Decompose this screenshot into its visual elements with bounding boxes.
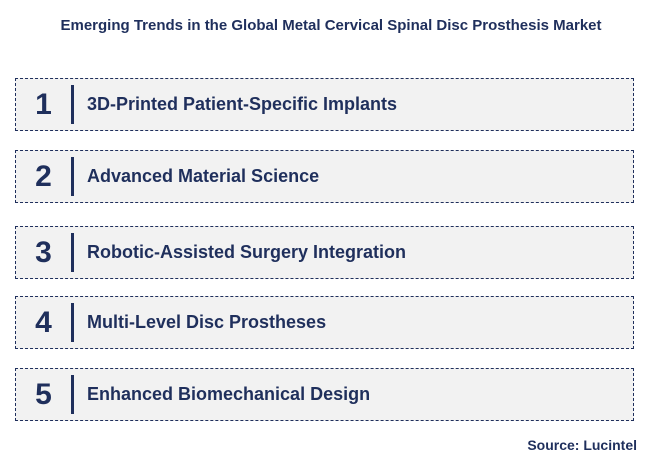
trend-label: 3D-Printed Patient-Specific Implants [87,94,398,114]
trend-divider [71,233,74,272]
trend-divider [71,375,74,414]
trend-number: 5 [35,377,52,411]
trend-number: 3 [35,235,52,269]
trend-item-2: 2 Advanced Material Science [15,150,634,203]
diagram-title: Emerging Trends in the Global Metal Cerv… [60,17,602,34]
trend-divider [71,157,74,196]
trend-label: Multi-Level Disc Prostheses [87,312,327,332]
trend-divider [71,85,74,124]
trend-number: 2 [35,159,52,193]
trend-label: Robotic-Assisted Surgery Integration [87,242,407,262]
trend-label: Advanced Material Science [87,166,320,186]
trend-item-3: 3 Robotic-Assisted Surgery Integration [15,226,634,279]
trend-number: 1 [35,87,52,121]
source-credit: Source: Lucintel [527,437,637,453]
trend-item-1: 1 3D-Printed Patient-Specific Implants [15,78,634,131]
trend-item-4: 4 Multi-Level Disc Prostheses [15,296,634,349]
trend-item-5: 5 Enhanced Biomechanical Design [15,368,634,421]
trend-number: 4 [35,305,52,339]
trend-label: Enhanced Biomechanical Design [87,384,371,404]
trend-divider [71,303,74,342]
